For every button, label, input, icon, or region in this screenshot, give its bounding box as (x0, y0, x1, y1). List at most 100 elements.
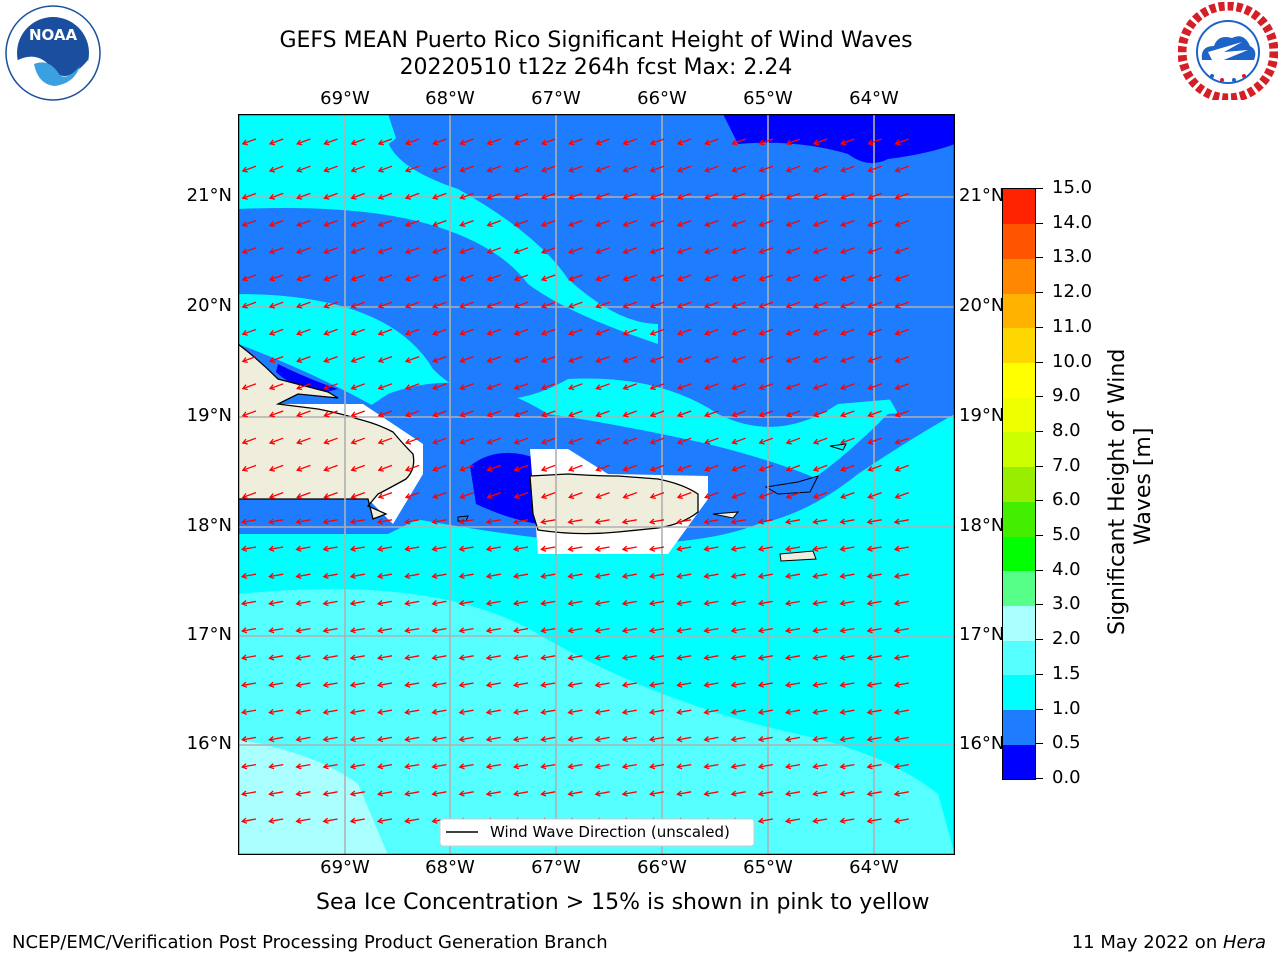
wave-arrow-head (568, 248, 575, 255)
wave-arrow (786, 818, 801, 823)
wave-arrow (269, 791, 284, 795)
wave-arrow-head (377, 166, 384, 173)
lat-label-right: 17°N (959, 624, 1005, 645)
wave-arrow (595, 600, 610, 605)
wave-arrow-head (622, 384, 629, 391)
wave-arrow-head (784, 654, 792, 661)
wave-arrow (894, 573, 909, 578)
wave-arrow-head (458, 763, 465, 770)
wave-arrow-head (241, 275, 248, 282)
wave-arrow-head (866, 654, 873, 661)
wave-arrow (296, 682, 311, 687)
wave-arrow (732, 355, 746, 362)
wave-arrow (895, 383, 910, 390)
wave-arrow (242, 546, 257, 551)
wave-arrow (433, 437, 447, 444)
wave-arrow (813, 247, 828, 254)
wave-arrow (704, 736, 719, 741)
wave-arrow (759, 328, 774, 335)
wave-arrow (296, 736, 311, 741)
wave-arrow-head (812, 736, 819, 743)
wave-arrow-head (295, 790, 302, 797)
wave-arrow (705, 355, 719, 362)
wave-arrow-head (840, 438, 847, 445)
wave-arrow (405, 655, 420, 659)
wave-arrow-head (812, 545, 819, 552)
wave-arrow (786, 274, 801, 281)
wave-arrow (650, 791, 665, 795)
wave-arrow (297, 192, 311, 199)
island-st-croix (779, 550, 817, 562)
wave-arrow-head (622, 357, 629, 363)
wave-arrow (541, 328, 556, 335)
wave-arrow-head (757, 763, 764, 770)
wave-arrow (759, 491, 774, 498)
wave-arrow (596, 355, 610, 362)
wave-arrow-head (676, 302, 684, 309)
wave-arrow-head (323, 166, 330, 173)
wave-arrow-head (322, 572, 329, 580)
wave-arrow (242, 437, 257, 444)
lon-label-bottom: 65°W (743, 857, 793, 878)
colorbar-tick-mark (1036, 673, 1043, 675)
wave-arrow (269, 301, 284, 308)
wave-arrow (650, 546, 665, 551)
wave-arrow-head (649, 193, 656, 200)
wave-arrow-head (595, 493, 602, 499)
wave-arrow-head (867, 465, 874, 472)
wave-arrow-head (350, 248, 357, 255)
wave-arrow (867, 519, 882, 523)
wave-arrow (840, 546, 855, 551)
wave-arrow-head (594, 654, 601, 661)
wave-arrow-head (322, 654, 329, 661)
wave-arrow-head (241, 493, 248, 499)
wave-arrow (622, 682, 637, 687)
wave-arrow (841, 274, 855, 281)
wave-arrow (758, 627, 773, 632)
wave-arrow (242, 763, 257, 768)
wave-arrow-head (676, 600, 683, 607)
wave-arrow (296, 627, 311, 632)
wave-arrow (868, 247, 882, 254)
wave-arrow-head (812, 221, 820, 227)
wave-arrow (623, 328, 638, 335)
wave-arrow (460, 192, 474, 199)
wave-arrow-head (513, 329, 520, 336)
wave-arrow (786, 355, 801, 362)
wave-arrow-head (703, 736, 710, 743)
wave-arrow-head (349, 654, 356, 661)
wave-arrow (297, 247, 311, 254)
wave-arrow-head (676, 654, 683, 661)
wave-arrow (704, 627, 719, 632)
wave-arrow-head (240, 790, 248, 797)
wave-arrow (514, 519, 529, 523)
wave-arrow-head (486, 438, 493, 445)
wave-arrow (269, 274, 284, 281)
wave-arrow (568, 709, 583, 714)
wave-arrow-head (621, 654, 628, 661)
wave-arrow (894, 519, 909, 523)
wave-arrow-head (867, 275, 874, 282)
wave-arrow-head (458, 518, 465, 525)
wave-arrow (595, 709, 610, 714)
wave-arrow-head (867, 329, 874, 336)
wave-arrow (894, 763, 909, 768)
wave-arrow-head (296, 411, 303, 418)
wave-arrow-head (513, 438, 520, 445)
wave-arrow (596, 274, 610, 281)
wave-arrow (759, 274, 774, 281)
wave-arrow (433, 355, 447, 362)
wave-arrow-head (757, 600, 764, 607)
wave-arrow (569, 437, 583, 444)
wave-arrow (731, 655, 746, 659)
lat-label-left: 19°N (186, 405, 232, 426)
wave-arrow (269, 655, 284, 659)
wave-arrow-head (758, 493, 765, 499)
wave-arrow-head (758, 221, 765, 227)
colorbar-tick-label: 10.0 (1052, 350, 1093, 372)
wave-arrow-head (295, 600, 302, 607)
wave-arrow (378, 464, 393, 471)
wave-arrow (786, 573, 801, 578)
wave-arrow (296, 573, 311, 578)
wave-arrow-head (595, 329, 602, 336)
